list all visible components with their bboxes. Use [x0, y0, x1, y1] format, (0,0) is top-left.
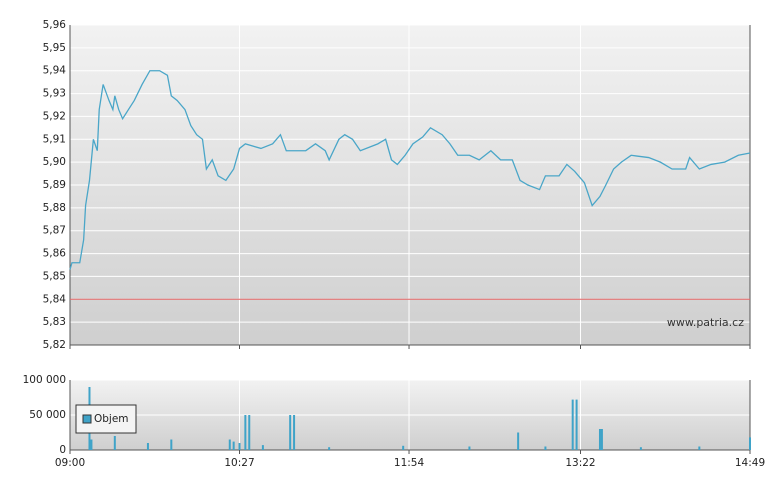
- x-tick-label: 10:27: [224, 457, 254, 469]
- volume-bar: [468, 446, 471, 450]
- volume-bar: [517, 432, 520, 450]
- volume-bar: [571, 399, 574, 450]
- volume-bar: [248, 415, 251, 450]
- y-tick-label: 5,94: [43, 65, 67, 77]
- legend-swatch: [82, 414, 92, 424]
- volume-bar: [146, 443, 149, 450]
- x-tick-label: 11:54: [394, 457, 425, 469]
- volume-bar: [328, 447, 331, 450]
- y-tick-label: 5,91: [43, 133, 66, 145]
- y-tick-label: 5,96: [43, 19, 67, 31]
- volume-bar: [261, 445, 264, 450]
- y-tick-label: 5,92: [43, 110, 66, 122]
- volume-bar: [228, 439, 231, 450]
- volume-bar: [244, 415, 247, 450]
- x-tick-label: 09:00: [55, 457, 85, 469]
- y-tick-label: 5,88: [43, 202, 66, 214]
- y-tick-label: 5,84: [43, 293, 67, 305]
- axis: [69, 380, 751, 451]
- volume-bar: [698, 446, 701, 450]
- volume-bar: [90, 439, 93, 450]
- volume-bar: [293, 415, 296, 450]
- volume-bar: [170, 439, 173, 450]
- y-tick-label: 5,85: [43, 270, 66, 282]
- legend-label: Objem: [94, 413, 129, 425]
- price-line: [69, 70, 751, 270]
- volume-bar: [402, 445, 405, 450]
- volume-bar: [598, 429, 601, 450]
- y-tick-label: 100 000: [23, 374, 66, 386]
- volume-bar: [113, 436, 116, 450]
- volume-bar: [600, 429, 603, 450]
- y-tick-label: 5,82: [43, 339, 66, 351]
- axis: [69, 25, 751, 346]
- volume-bar: [238, 443, 241, 450]
- volume-bar: [544, 446, 547, 450]
- y-tick-label: 5,95: [43, 42, 66, 54]
- volume-bar: [749, 437, 751, 450]
- y-tick-label: 5,83: [43, 316, 66, 328]
- volume-bar: [289, 415, 292, 450]
- watermark: www.patria.cz: [667, 316, 744, 329]
- y-tick-label: 50 000: [29, 409, 66, 421]
- volume-bar: [575, 399, 578, 450]
- x-tick-label: 14:49: [735, 457, 765, 469]
- y-tick-label: 5,90: [43, 156, 66, 168]
- volume-bar: [639, 447, 642, 450]
- y-tick-label: 5,87: [43, 225, 66, 237]
- legend-box: [75, 404, 137, 434]
- volume-bar: [232, 441, 235, 450]
- y-tick-label: 5,86: [43, 248, 67, 260]
- y-tick-label: 5,93: [43, 88, 66, 100]
- x-tick-label: 13:22: [565, 457, 595, 469]
- y-tick-label: 5,89: [43, 179, 66, 191]
- y-tick-label: 0: [59, 444, 66, 456]
